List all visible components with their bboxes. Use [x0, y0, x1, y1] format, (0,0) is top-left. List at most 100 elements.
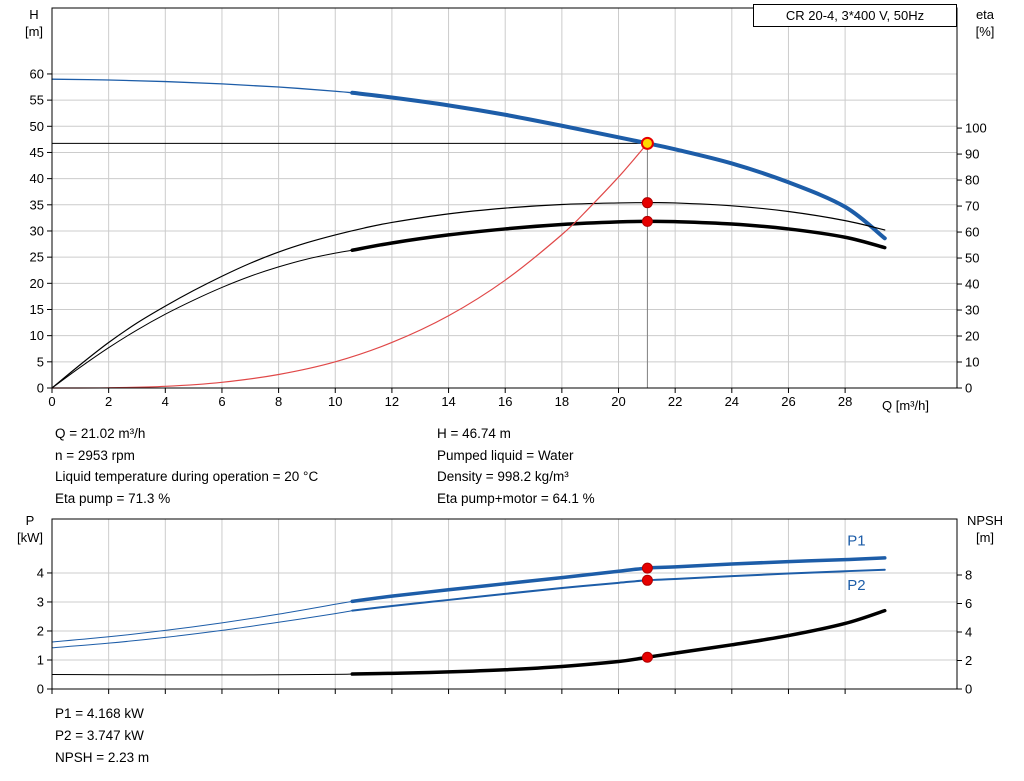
tick-label-x: 18 [555, 394, 569, 409]
tick-label-left: 50 [30, 119, 44, 134]
tick-label-x: 8 [275, 394, 282, 409]
series-label-p2: P2 [847, 577, 865, 594]
tick-label-left: 15 [30, 302, 44, 317]
tick-label-x: 14 [441, 394, 455, 409]
tick-label-x: 16 [498, 394, 512, 409]
tick-label-right: 6 [965, 596, 972, 611]
tick-label-right: 60 [965, 225, 979, 240]
tick-label-left: 20 [30, 276, 44, 291]
duty-flow-text: Q = 21.02 m³/h [55, 426, 146, 441]
eta-axis-unit: [%] [975, 24, 995, 39]
curve-eta-pump-motor [350, 219, 887, 252]
eta-pump-motor-text: Eta pump+motor = 64.1 % [437, 490, 595, 506]
plot-border [51, 518, 958, 690]
tick-label-right: 100 [965, 121, 987, 136]
curve-system-curve [51, 142, 649, 389]
liquid-temp-text: Liquid temperature during operation = 20… [55, 469, 319, 484]
curve-p1-lead [51, 600, 353, 643]
eta-axis-symbol: eta [975, 7, 995, 22]
tick-label-x: 20 [611, 394, 625, 409]
tick-label-left: 30 [30, 223, 44, 238]
duty-info-right: H = 46.74 m Pumped liquid = Water Densit… [437, 423, 595, 509]
tick-label-right: 10 [965, 355, 979, 370]
tick-label-right: 40 [965, 277, 979, 292]
tick-label-right: 80 [965, 173, 979, 188]
tick-label-right: 20 [965, 329, 979, 344]
tick-label-right: 90 [965, 147, 979, 162]
tick-label-left: 45 [30, 145, 44, 160]
tick-label-right: 8 [965, 568, 972, 583]
tick-label-x: 10 [328, 394, 342, 409]
tick-label-left: 35 [30, 197, 44, 212]
marker-dot [641, 197, 653, 209]
h-axis-unit-label: H [m] [14, 6, 54, 40]
eta-pump-text: Eta pump = 71.3 % [55, 490, 171, 506]
tick-label-left: 0 [37, 381, 44, 396]
marker-dot [641, 651, 653, 663]
duty-point-dot [640, 136, 654, 150]
h-axis-unit: [m] [24, 24, 44, 39]
curve-eta-pump-motor-lead [51, 249, 353, 389]
pumped-liquid-text: Pumped liquid = Water [437, 447, 574, 463]
tick-label-x: 12 [385, 394, 399, 409]
density-text: Density = 998.2 kg/m³ [437, 469, 569, 484]
npsh-axis-unit: [m] [975, 530, 995, 545]
tick-label-x: 26 [781, 394, 795, 409]
tick-label-left: 5 [37, 354, 44, 369]
curve-npsh [350, 608, 887, 676]
tick-label-left: 40 [30, 171, 44, 186]
tick-label-right: 2 [965, 653, 972, 668]
duty-info-left: Q = 21.02 m³/h n = 2953 rpm Liquid tempe… [55, 423, 318, 509]
pump-model-badge: CR 20-4, 3*400 V, 50Hz [753, 4, 957, 27]
speed-text: n = 2953 rpm [55, 447, 135, 463]
tick-label-right: 30 [965, 303, 979, 318]
tick-label-right: 0 [965, 381, 972, 396]
head-efficiency-chart: 0510152025303540455055600102030405060708… [30, 7, 987, 409]
tick-label-x: 2 [105, 394, 112, 409]
tick-label-x: 4 [162, 394, 169, 409]
tick-label-left: 3 [37, 594, 44, 609]
curve-p2-lead [51, 610, 353, 649]
tick-label-left: 0 [37, 682, 44, 697]
tick-label-right: 70 [965, 199, 979, 214]
tick-label-x: 0 [48, 394, 55, 409]
series-label-p1: P1 [847, 532, 865, 549]
curve-head-curve-lead [51, 78, 353, 94]
tick-label-left: 55 [30, 93, 44, 108]
power-info: P1 = 4.168 kW P2 = 3.747 kW NPSH = 2.23 … [55, 703, 149, 769]
tick-label-left: 1 [37, 652, 44, 667]
tick-label-right: 0 [965, 682, 972, 697]
duty-head-text: H = 46.74 m [437, 426, 511, 441]
marker-dot [641, 215, 653, 227]
p1-text: P1 = 4.168 kW [55, 706, 144, 721]
tick-label-left: 2 [37, 623, 44, 638]
curve-npsh-lead [51, 673, 353, 676]
npsh-text: NPSH = 2.23 m [55, 750, 150, 765]
power-npsh-chart: 0 1 2 3 4 0 2 4 6 8 P1 P2 [37, 518, 972, 697]
npsh-axis-symbol: NPSH [966, 513, 1004, 528]
q-axis-label: Q [m³/h] [882, 398, 929, 413]
curve-eta-pump [51, 202, 886, 389]
curve-p1 [350, 556, 887, 604]
curve-head-curve [350, 90, 887, 241]
p-axis-unit: [kW] [17, 530, 43, 545]
h-axis-symbol: H [29, 7, 39, 22]
p-axis-unit-label: P [kW] [8, 512, 52, 546]
tick-label-left: 10 [30, 328, 44, 343]
tick-label-x: 6 [218, 394, 225, 409]
plot-border [51, 7, 958, 389]
npsh-axis-unit-label: NPSH [m] [958, 512, 1012, 546]
tick-label-x: 28 [838, 394, 852, 409]
marker-dot [641, 574, 653, 586]
eta-axis-unit-label: eta [%] [960, 6, 1010, 40]
tick-label-right: 4 [965, 625, 972, 640]
tick-label-left: 25 [30, 250, 44, 265]
p2-text: P2 = 3.747 kW [55, 728, 144, 743]
tick-label-right: 50 [965, 251, 979, 266]
tick-label-x: 24 [725, 394, 739, 409]
tick-label-x: 22 [668, 394, 682, 409]
tick-label-left: 4 [37, 565, 44, 580]
tick-label-left: 60 [30, 66, 44, 81]
curve-p2 [351, 568, 886, 612]
